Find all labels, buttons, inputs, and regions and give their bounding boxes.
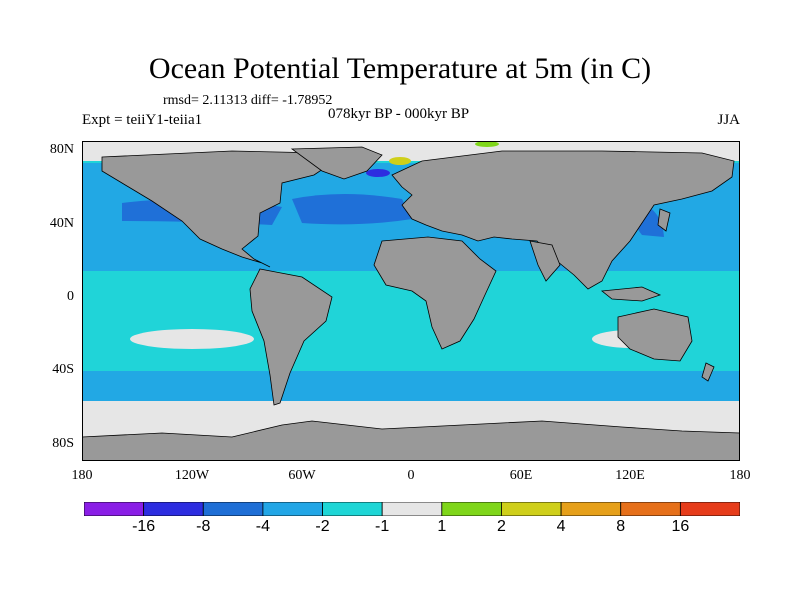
colorbar-segment [84,502,145,516]
colorbar-segment [262,502,323,516]
lat-label-40s: 40S [52,362,74,377]
colorbar-label: -2 [315,518,330,535]
warm-patch-1 [389,157,411,165]
period-label: 078kyr BP - 000kyr BP [328,106,470,122]
lon-label-180w: 180 [71,468,93,483]
warm-patch-2 [475,141,499,147]
land-australia [617,308,693,362]
colorbar-label: 16 [671,518,690,535]
experiment-label: Expt = teiiY1-teiia1 [82,112,203,128]
lon-label-0: 0 [407,468,415,483]
colorbar [84,502,740,516]
colorbar-label: -16 [132,518,156,535]
lat-label-80n: 80N [49,142,74,157]
season-label: JJA [717,112,740,128]
colorbar-label: 8 [616,518,626,535]
colorbar-segment [620,502,681,516]
land-indonesia [600,286,662,302]
land-eurasia [391,150,735,290]
land-masses [82,146,740,461]
lat-label-80s: 80S [52,436,74,451]
colorbar-segment [381,502,443,516]
land-greenland [290,146,383,180]
colorbar-segment [143,502,204,516]
chart-title: Ocean Potential Temperature at 5m (in C) [148,52,652,85]
colorbar-segment [322,502,383,516]
lon-label-180e: 180 [729,468,751,483]
colorbar-label: -1 [375,518,390,535]
land-south-america [249,268,333,406]
lon-label-60e: 60E [509,468,533,483]
lat-label-40n: 40N [49,216,74,231]
colorbar-segment [560,502,622,516]
ocean-cool-patch-atlantic [292,194,412,225]
colorbar-segment [679,502,740,516]
pacific-near-zero-patch [130,329,254,349]
colorbar-segment [501,502,562,516]
cold-patch-norway [366,169,390,177]
map-frame [82,141,740,461]
colorbar-label: 1 [437,518,447,535]
land-new-zealand [701,362,715,382]
colorbar-segment [441,502,502,516]
land-japan [657,208,671,232]
world-map [82,141,740,461]
colorbar-label: -8 [196,518,211,535]
land-india [529,240,561,282]
ocean-band-south [82,371,740,401]
stats-line: rmsd= 2.11313 diff= -1.78952 [163,93,333,108]
land-antarctica [82,420,740,461]
lon-label-120w: 120W [174,468,210,483]
colorbar-label: -4 [255,518,271,535]
land-africa [373,236,497,350]
lon-label-120e: 120E [615,468,645,483]
colorbar-label: 2 [497,518,506,535]
lat-label-0: 0 [67,289,74,304]
colorbar-segment [202,502,264,516]
colorbar-label: 4 [556,518,566,535]
lon-label-60w: 60W [288,468,316,483]
